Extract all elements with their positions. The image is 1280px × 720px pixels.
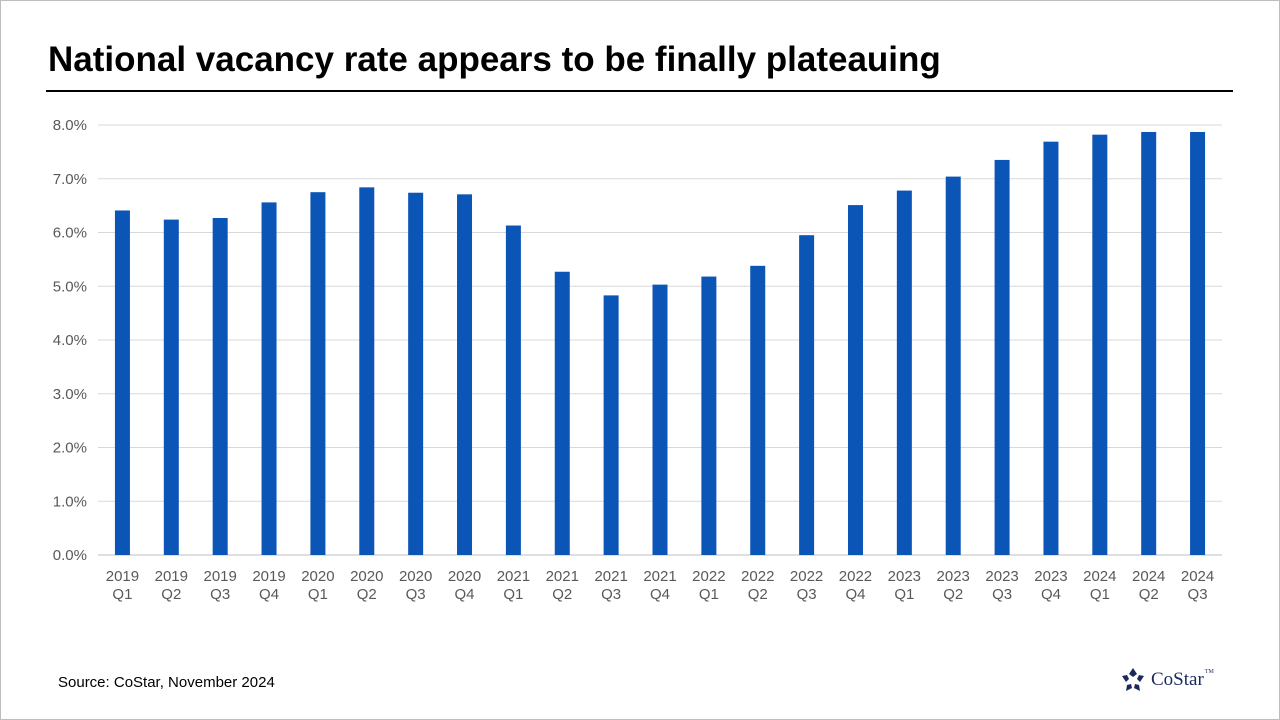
chart-title: National vacancy rate appears to be fina… <box>48 40 941 79</box>
x-tick-label-quarter: Q4 <box>845 586 865 603</box>
bar <box>457 194 473 555</box>
x-tick-label-year: 2021 <box>497 568 530 585</box>
costar-logo-icon <box>1122 668 1144 691</box>
x-tick-label-quarter: Q4 <box>1041 586 1061 603</box>
bar <box>505 225 521 555</box>
bar <box>799 235 815 555</box>
x-tick-label-year: 2019 <box>203 568 236 585</box>
bar <box>359 187 375 555</box>
source-note: Source: CoStar, November 2024 <box>58 674 275 691</box>
x-tick-label-year: 2019 <box>106 568 139 585</box>
x-tick-label-quarter: Q1 <box>308 586 328 603</box>
x-tick-label-year: 2021 <box>594 568 627 585</box>
bar <box>408 192 424 555</box>
x-tick-label-quarter: Q2 <box>748 586 768 603</box>
y-tick-label: 5.0% <box>53 278 87 295</box>
y-tick-label: 1.0% <box>53 493 87 510</box>
bar <box>847 205 863 555</box>
x-tick-label-year: 2022 <box>741 568 774 585</box>
x-tick-label-quarter: Q1 <box>699 586 719 603</box>
x-tick-label-year: 2021 <box>643 568 676 585</box>
x-tick-label-year: 2019 <box>155 568 188 585</box>
x-tick-label-year: 2019 <box>252 568 285 585</box>
title-divider <box>46 90 1233 92</box>
bar <box>554 271 570 555</box>
x-tick-label-quarter: Q2 <box>1139 586 1159 603</box>
x-tick-label-quarter: Q4 <box>650 586 670 603</box>
x-tick-label-quarter: Q4 <box>259 586 279 603</box>
costar-logo: CoStarTM <box>1120 667 1214 693</box>
bar <box>750 265 766 555</box>
y-tick-label: 6.0% <box>53 225 87 242</box>
x-tick-label-year: 2024 <box>1083 568 1116 585</box>
bar <box>896 190 912 555</box>
costar-logo-text: CoStarTM <box>1151 669 1214 690</box>
x-tick-label-quarter: Q4 <box>455 586 475 603</box>
bar <box>212 217 228 556</box>
x-tick-label-year: 2022 <box>839 568 872 585</box>
x-tick-label-year: 2024 <box>1181 568 1214 585</box>
bar <box>603 295 619 555</box>
y-tick-label: 0.0% <box>53 547 87 564</box>
x-tick-label-quarter: Q3 <box>992 586 1012 603</box>
bar <box>652 284 668 555</box>
bar <box>1141 131 1157 556</box>
y-tick-label: 8.0% <box>53 117 87 134</box>
x-tick-label-year: 2020 <box>301 568 334 585</box>
x-tick-label-year: 2023 <box>937 568 970 585</box>
x-tick-label-quarter: Q1 <box>503 586 523 603</box>
bar <box>701 276 717 555</box>
x-tick-label-quarter: Q2 <box>943 586 963 603</box>
bar <box>945 176 961 555</box>
x-tick-label-quarter: Q2 <box>161 586 181 603</box>
x-tick-label-quarter: Q3 <box>601 586 621 603</box>
y-tick-label: 7.0% <box>53 171 87 188</box>
x-tick-label-quarter: Q1 <box>1090 586 1110 603</box>
bar <box>1043 141 1059 555</box>
bar <box>163 219 179 555</box>
x-tick-label-quarter: Q2 <box>357 586 377 603</box>
x-tick-label-quarter: Q3 <box>797 586 817 603</box>
x-tick-label-quarter: Q1 <box>894 586 914 603</box>
bar <box>114 210 130 555</box>
x-tick-label-quarter: Q3 <box>406 586 426 603</box>
x-tick-label-year: 2022 <box>692 568 725 585</box>
x-tick-label-year: 2022 <box>790 568 823 585</box>
x-tick-label-quarter: Q3 <box>1188 586 1208 603</box>
bar <box>1190 131 1206 556</box>
x-tick-label-year: 2024 <box>1132 568 1165 585</box>
x-tick-label-year: 2020 <box>350 568 383 585</box>
x-tick-label-year: 2020 <box>448 568 481 585</box>
bar <box>310 192 326 555</box>
x-tick-label-year: 2020 <box>399 568 432 585</box>
y-tick-label: 2.0% <box>53 440 87 457</box>
x-tick-label-quarter: Q3 <box>210 586 230 603</box>
x-tick-label-year: 2023 <box>888 568 921 585</box>
bar <box>261 202 277 555</box>
bar <box>1092 134 1108 556</box>
bar <box>994 159 1010 555</box>
x-tick-label-year: 2023 <box>1034 568 1067 585</box>
x-tick-label-quarter: Q2 <box>552 586 572 603</box>
x-tick-label-year: 2023 <box>985 568 1018 585</box>
x-tick-label-year: 2021 <box>546 568 579 585</box>
y-tick-label: 4.0% <box>53 332 87 349</box>
y-tick-label: 3.0% <box>53 386 87 403</box>
x-tick-label-quarter: Q1 <box>112 586 132 603</box>
